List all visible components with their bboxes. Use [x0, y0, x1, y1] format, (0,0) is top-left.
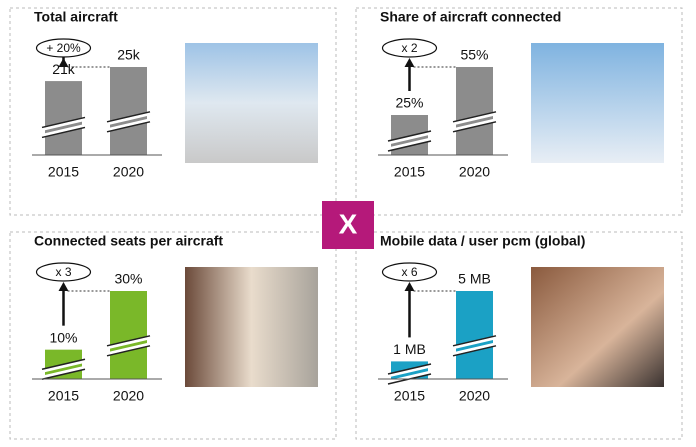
- annotation: x 6: [401, 265, 417, 279]
- operator-box: [322, 201, 374, 249]
- x-tick-label: 2015: [394, 388, 425, 404]
- annotation: + 20%: [46, 41, 81, 55]
- value-label: 25%: [395, 95, 423, 111]
- bar: [45, 81, 82, 155]
- panel: Share of aircraft connected 25% 2015 55% 202…: [355, 7, 683, 216]
- annotation: x 2: [401, 41, 417, 55]
- arrow-head: [404, 58, 415, 67]
- break: [452, 112, 497, 132]
- arrow-head: [58, 282, 69, 291]
- break-edge: [452, 335, 497, 357]
- break: [387, 364, 432, 384]
- value-label: 1 MB: [393, 341, 426, 357]
- break: [106, 112, 151, 132]
- value-label: 55%: [460, 47, 488, 63]
- annotation-oval: [35, 262, 92, 282]
- break-edge: [106, 335, 151, 357]
- break-edge: [41, 358, 86, 380]
- photo: [531, 43, 664, 163]
- chart-title: Share of aircraft connected: [380, 9, 561, 25]
- x-tick-label: 2015: [394, 164, 425, 180]
- x-tick-label: 2020: [459, 388, 490, 404]
- panel-border: [9, 7, 337, 216]
- break: [387, 131, 432, 151]
- annotation-oval: [381, 262, 438, 282]
- photo: [185, 43, 318, 163]
- bar: [456, 291, 493, 379]
- chart-title: Connected seats per aircraft: [34, 233, 223, 249]
- chart-title: Total aircraft: [34, 9, 118, 25]
- photo: [185, 267, 318, 387]
- annotation-oval: [381, 38, 438, 58]
- annotation-oval: [35, 38, 92, 58]
- bar: [110, 291, 147, 379]
- value-label: 10%: [49, 329, 77, 345]
- value-label: 21k: [52, 61, 76, 77]
- chart-title: Mobile data / user pcm (global): [380, 233, 585, 249]
- break: [106, 336, 151, 356]
- x-tick-label: 2020: [113, 164, 144, 180]
- photo: [531, 267, 664, 387]
- operator: X: [339, 208, 358, 239]
- panel-border: [355, 7, 683, 216]
- break: [41, 359, 86, 379]
- break-edge: [387, 130, 432, 152]
- break-edge: [41, 116, 86, 139]
- arrow-head: [404, 282, 415, 291]
- arrow-head: [58, 58, 69, 67]
- panel: Mobile data / user pcm (global) 1 MB 2015 5…: [355, 231, 683, 440]
- break-edge: [452, 111, 497, 133]
- bar: [456, 67, 493, 155]
- bar: [110, 67, 147, 155]
- value-label: 30%: [114, 271, 142, 287]
- break: [452, 336, 497, 356]
- annotation: x 3: [55, 265, 71, 279]
- panel-border: [355, 231, 683, 440]
- x-tick-label: 2020: [459, 164, 490, 180]
- break-edge: [106, 111, 151, 133]
- panel: Total aircraft 21k 2015 25k 2020 + 20%: [9, 7, 337, 216]
- break: [41, 117, 86, 137]
- value-label: 25k: [117, 47, 141, 63]
- panel: Connected seats per aircraft 10% 2015 30% 20…: [9, 231, 337, 440]
- x-tick-label: 2015: [48, 388, 79, 404]
- value-label: 5 MB: [458, 271, 491, 287]
- panel-border: [9, 231, 337, 440]
- x-tick-label: 2020: [113, 388, 144, 404]
- x-tick-label: 2015: [48, 164, 79, 180]
